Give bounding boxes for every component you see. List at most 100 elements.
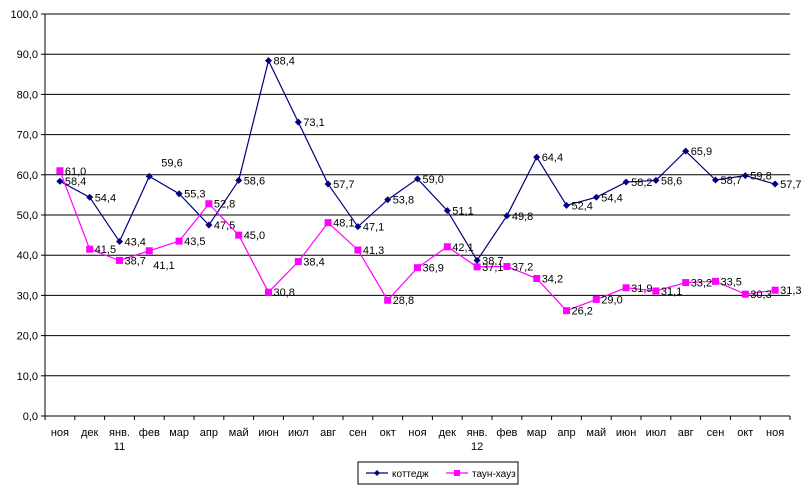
data-point: [294, 258, 302, 266]
data-label: 31,3: [780, 285, 801, 297]
data-label: 41,1: [153, 260, 174, 272]
data-label: 41,3: [363, 245, 384, 257]
data-label: 58,6: [661, 175, 682, 187]
data-point: [116, 256, 123, 264]
data-point: [592, 295, 600, 303]
x-tick-label: апр: [557, 427, 575, 439]
data-point: [592, 193, 600, 201]
data-point: [652, 176, 660, 184]
gridlines: [45, 13, 790, 417]
data-label: 38,7: [482, 255, 503, 267]
data-point: [324, 180, 332, 188]
data-label: 58,2: [631, 177, 652, 189]
data-label: 54,4: [601, 192, 622, 204]
data-label: 48,1: [333, 218, 354, 230]
data-label: 52,8: [214, 199, 235, 211]
y-axis: 0,0 10,0 20,0 30,0 40,0 50,0 60,0 70,0 80,0 90,0 1…: [10, 9, 46, 423]
data-label: 55,3: [184, 189, 205, 201]
data-label: 37,1: [482, 262, 503, 274]
data-point: [652, 287, 660, 295]
data-point: [533, 275, 541, 283]
data-point: [175, 190, 183, 198]
data-label: 53,8: [393, 195, 414, 207]
x-tick-label: сен: [707, 427, 725, 439]
data-label: 34,2: [542, 274, 563, 286]
data-point: [145, 172, 153, 180]
data-label: 36,9: [423, 263, 444, 275]
data-point: [712, 176, 719, 184]
data-label: 65,9: [691, 146, 712, 158]
x-tick-label: май: [229, 427, 249, 439]
x-tick-label: июн: [616, 427, 636, 439]
y-tick-label: 30,0: [17, 290, 38, 302]
data-label: 47,5: [214, 220, 235, 232]
data-label: 73,1: [303, 117, 324, 129]
x-tick-label: май: [586, 427, 606, 439]
data-point: [116, 238, 123, 246]
data-label: 37,2: [512, 261, 533, 273]
x-tick-label: авг: [678, 427, 694, 439]
data-label: 51,1: [452, 206, 473, 218]
legend-label-1: коттедж: [392, 469, 429, 480]
x-tick-label: дек: [81, 427, 99, 439]
legend: коттедж таун-хауз: [357, 461, 519, 485]
data-point: [741, 290, 749, 298]
data-point: [622, 178, 630, 186]
series-2: 61,0 41,5 38,7 41,1 43,5 52,8 45,0 30,8 38,4 48,1…: [56, 166, 802, 318]
data-label: 59,6: [161, 157, 182, 169]
data-point: [622, 284, 630, 292]
data-point: [354, 246, 362, 254]
x-tick-label: апр: [200, 427, 218, 439]
data-label: 88,4: [274, 56, 295, 68]
x-tick-label: янв.: [109, 427, 130, 439]
data-point: [443, 243, 451, 251]
data-point: [741, 172, 749, 180]
data-point: [324, 219, 332, 227]
y-tick-label: 10,0: [17, 371, 38, 383]
x-tick-label: 12: [471, 441, 483, 453]
data-label: 58,4: [65, 176, 86, 188]
data-label: 26,2: [572, 306, 593, 318]
data-point: [473, 256, 481, 264]
data-point: [235, 176, 243, 184]
data-label: 41,5: [95, 244, 116, 256]
data-label: 57,7: [780, 179, 801, 191]
data-label: 59,0: [423, 174, 444, 186]
data-label: 43,5: [184, 236, 205, 248]
legend-marker-1: [374, 470, 380, 476]
data-label: 38,7: [125, 255, 146, 267]
data-label: 31,9: [631, 283, 652, 295]
x-tick-label: 11: [114, 441, 125, 453]
y-tick-label: 60,0: [17, 170, 38, 182]
data-label: 42,1: [452, 242, 473, 254]
x-tick-label: дек: [439, 427, 457, 439]
x-tick-label: окт: [380, 427, 396, 439]
data-point: [682, 279, 690, 287]
x-tick-label: янв.: [467, 427, 488, 439]
data-label: 49,8: [512, 211, 533, 223]
data-point: [563, 201, 570, 209]
x-tick-label: авг: [320, 427, 336, 439]
legend-marker-2: [454, 470, 460, 476]
data-point: [86, 193, 94, 201]
series-group: 58,4 54,4 43,4 59,6 55,3 47,5 58,6 88,4 73,1 57,7…: [56, 56, 802, 318]
data-point: [145, 247, 153, 255]
data-point: [265, 57, 272, 65]
data-label: 58,6: [244, 175, 265, 187]
x-tick-label: фев: [496, 427, 517, 439]
x-tick-label: июн: [258, 427, 278, 439]
data-label: 57,7: [333, 179, 354, 191]
data-point: [771, 286, 779, 294]
data-label: 61,0: [65, 166, 86, 178]
data-point: [443, 207, 451, 215]
data-label: 54,4: [95, 192, 116, 204]
x-tick-label: ноя: [408, 427, 426, 439]
series-1: 58,4 54,4 43,4 59,6 55,3 47,5 58,6 88,4 73,1 57,7…: [56, 56, 802, 267]
y-tick-label: 80,0: [17, 89, 38, 101]
data-point: [205, 221, 213, 229]
data-label: 45,0: [244, 230, 265, 242]
data-point: [235, 231, 243, 239]
data-point: [414, 175, 421, 183]
x-tick-label: июл: [288, 427, 309, 439]
data-point: [473, 263, 481, 271]
